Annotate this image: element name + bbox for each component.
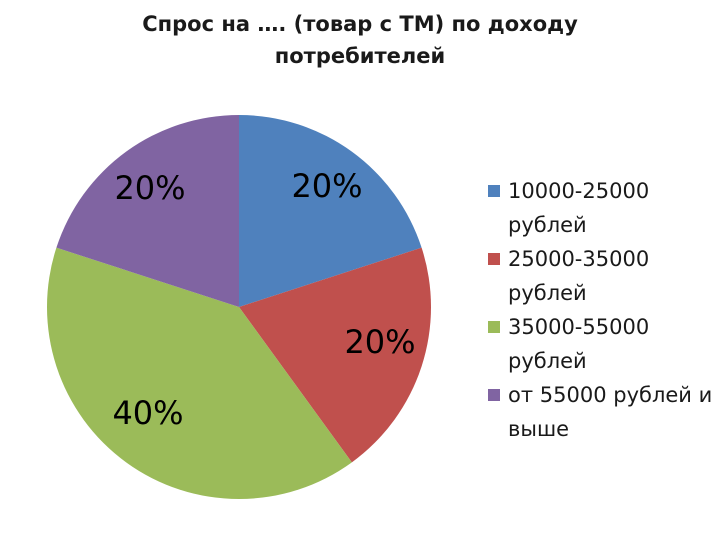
legend-item-2: 25000-35000 рублей (488, 242, 720, 310)
legend-swatch (488, 185, 500, 197)
legend-label: 25000-35000 рублей (508, 247, 650, 305)
data-label-2: 20% (344, 323, 415, 361)
data-label-1: 20% (291, 167, 362, 205)
legend-swatch (488, 321, 500, 333)
chart-title: Спрос на …. (товар с ТМ) по доходу потре… (142, 12, 578, 68)
data-label-4: 20% (114, 169, 185, 207)
legend-swatch (488, 389, 500, 401)
pie-slice-4 (56, 115, 239, 307)
legend-swatch (488, 253, 500, 265)
legend-label: 35000-55000 рублей (508, 315, 650, 373)
data-label-3: 40% (112, 394, 183, 432)
legend-label: 10000-25000 рублей (508, 179, 650, 237)
legend: 10000-25000 рублей 25000-35000 рублей 3500… (488, 174, 720, 446)
legend-item-1: 10000-25000 рублей (488, 174, 720, 242)
pie-slice-3 (46, 247, 352, 500)
pie-slice-1 (239, 115, 422, 307)
legend-label: от 55000 рублей и выше (508, 383, 713, 441)
legend-item-3: 35000-55000 рублей (488, 310, 720, 378)
legend-item-4: от 55000 рублей и выше (488, 378, 720, 446)
pie-slice-2 (239, 247, 432, 463)
